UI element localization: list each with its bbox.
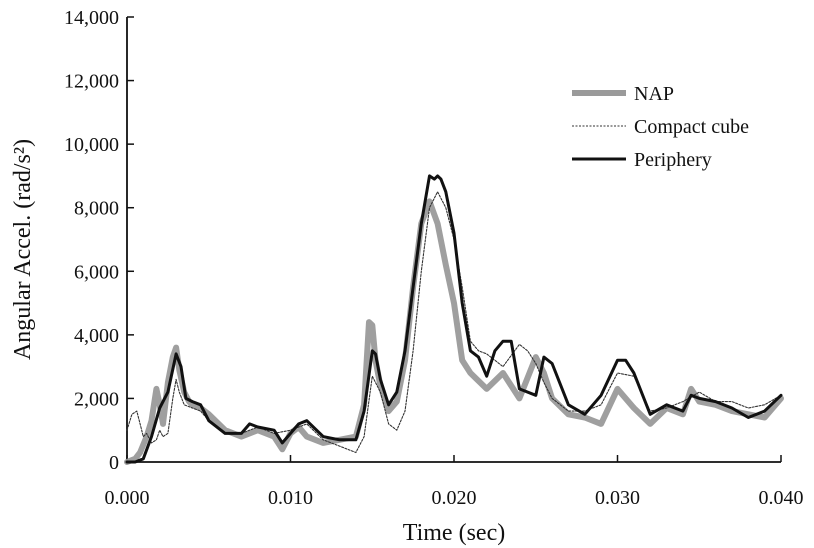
y-tick-label: 10,000 [64,134,119,156]
legend-label-nap: NAP [634,83,674,105]
y-tick-label: 12,000 [64,71,119,93]
y-axis-title: Angular Accel. (rad/s²) [10,139,36,360]
series-compact-cube [126,191,782,454]
x-tick-label: 0.020 [432,487,477,509]
x-tick-label: 0.030 [595,487,640,509]
x-tick-label: 0.010 [268,487,313,509]
x-axis: 0.000 0.010 0.020 0.030 0.040 [105,455,804,509]
y-tick-label: 14,000 [64,7,119,29]
x-tick-label: 0.000 [105,487,150,509]
x-tick-label: 0.040 [759,487,804,509]
legend: NAP Compact cube Periphery [572,83,749,171]
series-periphery [125,174,783,464]
y-axis: 0 2,000 4,000 6,000 8,000 10,000 12,000 14,000 [64,7,134,474]
y-tick-label: 4,000 [74,325,119,347]
x-axis-title: Time (sec) [403,520,505,546]
y-tick-label: 6,000 [74,261,119,283]
legend-label-periphery: Periphery [634,149,712,171]
y-tick-label: 0 [109,452,119,474]
y-tick-label: 2,000 [74,388,119,410]
series-layer [124,174,784,465]
y-tick-label: 8,000 [74,198,119,220]
legend-label-compact-cube: Compact cube [634,116,749,138]
